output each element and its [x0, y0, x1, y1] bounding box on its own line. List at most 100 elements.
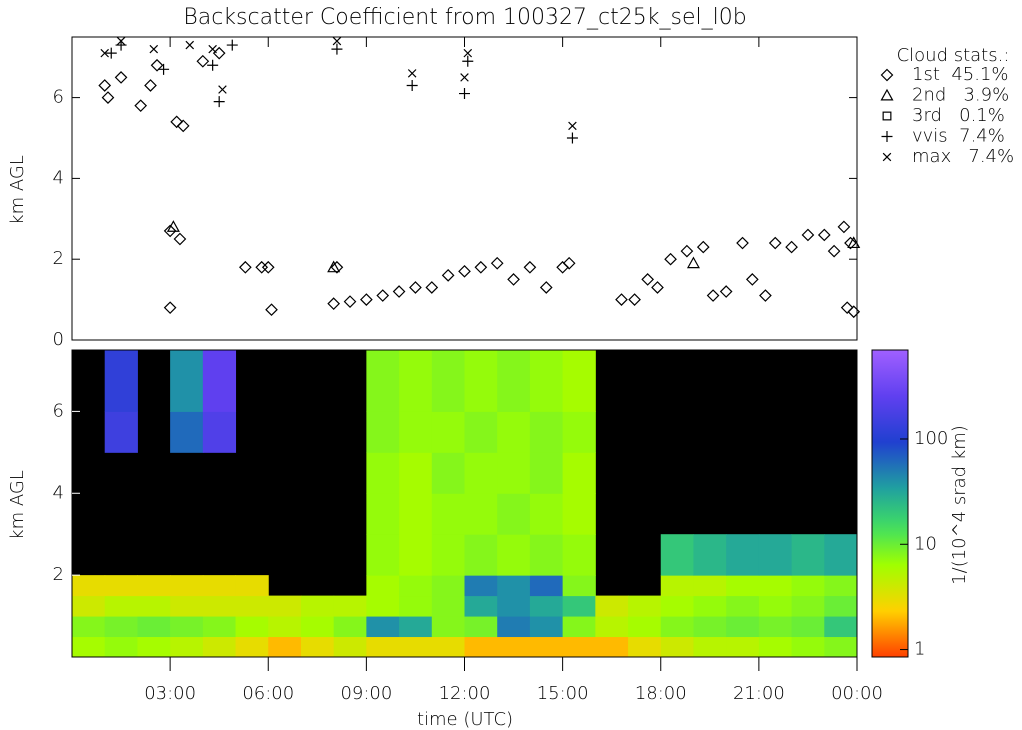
- heatmap-cell: [202, 350, 237, 412]
- heatmap-cell: [464, 636, 498, 658]
- y-axis-label: km AGL: [7, 155, 28, 225]
- heatmap-cell: [497, 534, 531, 576]
- x-tick-label: 21:00: [733, 683, 785, 704]
- heatmap-cell: [529, 452, 564, 494]
- heatmap-cell: [824, 575, 858, 597]
- heatmap-cell: [791, 534, 825, 576]
- heatmap-cell: [562, 350, 596, 412]
- marker: [213, 96, 225, 108]
- marker: [332, 36, 342, 46]
- heatmap-cell: [595, 595, 629, 617]
- heatmap-cell: [660, 616, 694, 638]
- heatmap-cell: [595, 616, 629, 638]
- marker: [463, 48, 473, 58]
- heatmap-cell: [431, 595, 465, 617]
- marker: [490, 256, 504, 270]
- heatmap-cell: [660, 636, 694, 658]
- marker: [409, 281, 422, 294]
- marker: [170, 115, 184, 129]
- legend-title: Cloud stats.:: [897, 45, 1010, 66]
- marker: [149, 44, 159, 54]
- marker: [105, 47, 117, 59]
- marker: [98, 79, 112, 92]
- heatmap-cell: [431, 350, 465, 412]
- heatmap-cell: [562, 595, 596, 617]
- marker: [173, 232, 187, 246]
- heatmap-cell: [824, 595, 858, 617]
- heatmap-cell: [137, 575, 171, 597]
- marker: [255, 260, 269, 274]
- heatmap-cell: [693, 595, 727, 617]
- heatmap-cell: [137, 595, 171, 617]
- y-tick-label: 6: [53, 400, 64, 421]
- heatmap-cell: [235, 636, 269, 658]
- heatmap-cell: [660, 534, 694, 576]
- heatmap-cell: [333, 616, 367, 638]
- x-tick-label: 09:00: [340, 683, 392, 704]
- marker: [327, 260, 341, 273]
- colorbar-tick-label: 1: [914, 639, 925, 660]
- heatmap-cell: [464, 595, 498, 617]
- heatmap-cell: [726, 534, 760, 576]
- heatmap-cell: [235, 595, 269, 617]
- heatmap-cell: [529, 411, 564, 453]
- heatmap-cell: [562, 452, 596, 494]
- heatmap-cell: [529, 493, 564, 535]
- heatmap-cell: [464, 411, 498, 453]
- heatmap-cell: [562, 575, 596, 597]
- heatmap-cell: [431, 452, 465, 494]
- heatmap-cell: [170, 350, 204, 412]
- heatmap-cell: [464, 575, 498, 597]
- heatmap-cell: [399, 350, 433, 412]
- chart-title: Backscatter Coefficient from 100327_ct25…: [183, 5, 746, 30]
- heatmap-cell: [529, 350, 564, 412]
- marker: [163, 301, 177, 315]
- heatmap-cell: [431, 575, 465, 597]
- heatmap-cell: [399, 452, 433, 494]
- heatmap-cell: [464, 452, 498, 494]
- heatmap-cell: [562, 534, 596, 576]
- marker: [376, 289, 390, 302]
- legend-label: 1st 45.1%: [912, 64, 1009, 85]
- heatmap-cell: [464, 493, 498, 535]
- marker: [134, 99, 148, 113]
- marker: [651, 281, 664, 294]
- heatmap-cell: [693, 636, 727, 658]
- heatmap-cell: [628, 616, 662, 638]
- heatmap-cell: [758, 534, 793, 576]
- heatmap-cell: [104, 636, 138, 658]
- x-tick-label: 12:00: [439, 683, 491, 704]
- y-tick-label: 6: [53, 87, 64, 108]
- heatmap-cell: [529, 636, 564, 658]
- heatmap-cell: [497, 493, 531, 535]
- marker: [817, 228, 831, 242]
- marker: [881, 131, 893, 142]
- heatmap-cell: [693, 616, 727, 638]
- heatmap-cell: [497, 636, 531, 658]
- heatmap-cell: [399, 636, 433, 658]
- heatmap-cell: [529, 534, 564, 576]
- heatmap-cell: [399, 616, 433, 638]
- heatmap-cell: [170, 411, 204, 453]
- heatmap-cell: [366, 411, 400, 453]
- heatmap-cell: [104, 411, 138, 453]
- marker: [114, 71, 128, 84]
- marker: [844, 236, 857, 250]
- marker: [343, 295, 357, 308]
- heatmap-cell: [170, 575, 204, 597]
- heatmap-cell: [366, 636, 400, 658]
- marker: [566, 132, 578, 144]
- legend-label: 2nd 3.9%: [912, 85, 1009, 106]
- marker: [239, 260, 252, 274]
- marker: [785, 240, 798, 254]
- y-tick-label: 2: [53, 248, 64, 269]
- x-tick-label: 00:00: [831, 683, 883, 704]
- heatmap-cell: [366, 595, 400, 617]
- marker: [847, 236, 861, 249]
- marker: [837, 220, 851, 234]
- heatmap-cell: [268, 616, 302, 638]
- heatmap-cell: [824, 636, 858, 658]
- marker: [847, 305, 861, 319]
- marker: [101, 91, 115, 104]
- marker: [882, 152, 892, 162]
